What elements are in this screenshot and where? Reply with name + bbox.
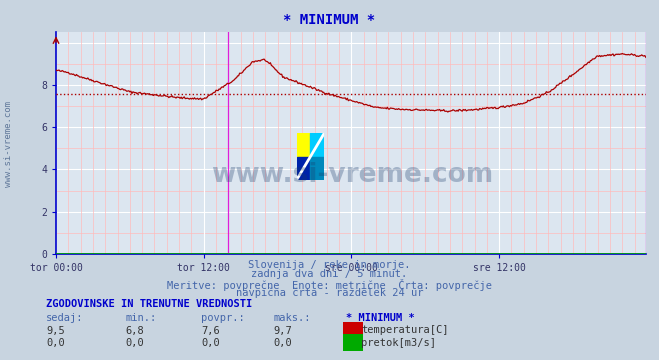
Text: * MINIMUM *: * MINIMUM *	[283, 13, 376, 27]
Text: Meritve: povprečne  Enote: metrične  Črta: povprečje: Meritve: povprečne Enote: metrične Črta:…	[167, 279, 492, 291]
Text: 0,0: 0,0	[125, 338, 144, 348]
Text: temperatura[C]: temperatura[C]	[361, 325, 449, 335]
Text: min.:: min.:	[125, 313, 156, 323]
Bar	[297, 133, 310, 157]
Text: povpr.:: povpr.:	[201, 313, 244, 323]
Bar	[310, 133, 324, 157]
Text: 0,0: 0,0	[46, 338, 65, 348]
Text: zadnja dva dni / 5 minut.: zadnja dva dni / 5 minut.	[251, 269, 408, 279]
Text: * MINIMUM *: * MINIMUM *	[346, 313, 415, 323]
Bar	[297, 157, 310, 180]
Text: ZGODOVINSKE IN TRENUTNE VREDNOSTI: ZGODOVINSKE IN TRENUTNE VREDNOSTI	[46, 299, 252, 309]
Text: sedaj:: sedaj:	[46, 313, 84, 323]
Text: 9,7: 9,7	[273, 326, 292, 336]
Text: navpična črta - razdelek 24 ur: navpična črta - razdelek 24 ur	[236, 288, 423, 298]
Text: maks.:: maks.:	[273, 313, 311, 323]
Text: 6,8: 6,8	[125, 326, 144, 336]
Text: 7,6: 7,6	[201, 326, 219, 336]
Text: 0,0: 0,0	[201, 338, 219, 348]
Bar	[310, 157, 324, 180]
Text: 9,5: 9,5	[46, 326, 65, 336]
Text: pretok[m3/s]: pretok[m3/s]	[361, 338, 436, 348]
Text: 0,0: 0,0	[273, 338, 292, 348]
Text: Slovenija / reke in morje.: Slovenija / reke in morje.	[248, 260, 411, 270]
Text: www.si-vreme.com: www.si-vreme.com	[4, 101, 13, 187]
Text: www.si-vreme.com: www.si-vreme.com	[212, 162, 494, 188]
